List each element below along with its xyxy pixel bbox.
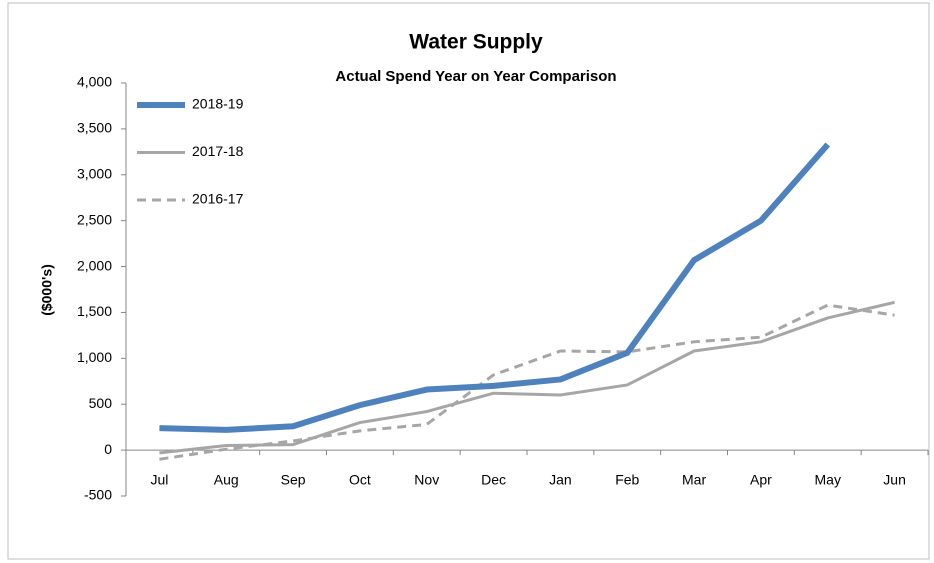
x-tick-label: Mar — [682, 472, 706, 488]
y-tick-label: 1,500 — [77, 303, 112, 319]
y-tick-label: 2,000 — [77, 257, 112, 273]
chart-subtitle: Actual Spend Year on Year Comparison — [335, 68, 616, 85]
legend-label: 2018-19 — [192, 96, 244, 112]
series-line — [159, 303, 895, 461]
y-tick-label: -500 — [84, 487, 112, 503]
x-tick-label: Jun — [883, 472, 906, 488]
x-tick-label: Nov — [414, 472, 439, 488]
y-tick-label: 3,500 — [77, 120, 112, 136]
chart-border — [7, 2, 930, 560]
series-line — [159, 142, 831, 433]
x-tick-label: Aug — [214, 472, 239, 488]
x-tick-label: Feb — [615, 472, 639, 488]
y-tick-label: 1,000 — [77, 349, 112, 365]
legend-label: 2016-17 — [192, 191, 244, 207]
series-line — [159, 300, 895, 455]
x-tick-label: Jan — [549, 472, 572, 488]
y-tick-label: 2,500 — [77, 211, 112, 227]
y-tick-label: 0 — [104, 441, 112, 457]
y-tick-label: 500 — [89, 395, 113, 411]
x-tick-label: May — [815, 472, 841, 488]
x-tick-label: Apr — [750, 472, 772, 488]
y-tick-label: 4,000 — [77, 74, 112, 90]
x-tick-label: Sep — [281, 472, 306, 488]
y-tick-label: 3,000 — [77, 165, 112, 181]
y-axis-label: ($000's) — [39, 264, 55, 316]
chart-title: Water Supply — [409, 31, 543, 54]
legend-label: 2017-18 — [192, 143, 244, 159]
x-tick-label: Dec — [481, 472, 506, 488]
x-tick-label: Jul — [150, 472, 168, 488]
x-tick-label: Oct — [349, 472, 371, 488]
